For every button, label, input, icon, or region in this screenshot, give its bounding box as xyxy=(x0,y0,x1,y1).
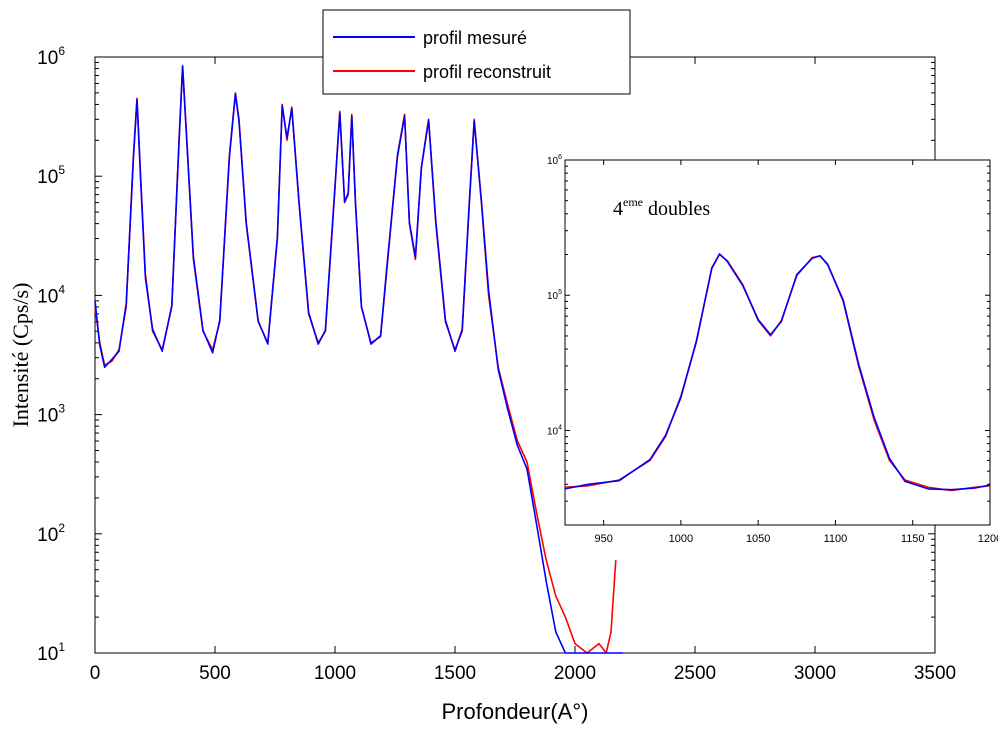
x-tick-label: 500 xyxy=(199,663,231,684)
inset-x-tick-label: 1100 xyxy=(824,533,848,545)
y-tick-label: 105 xyxy=(37,163,65,188)
y-tick-label: 103 xyxy=(37,402,65,427)
inset-y-tick-label: 104 xyxy=(547,424,562,437)
inset-ticks: 950 1000 1050 1100 1150 1200 104 105 106 xyxy=(547,154,998,545)
inset-y-tick-label: 105 xyxy=(547,289,562,302)
x-tick-label: 2000 xyxy=(554,663,596,684)
series-line xyxy=(94,65,623,654)
inset-annotation: 4eme doubles xyxy=(613,195,710,220)
inset-series-line xyxy=(564,253,991,491)
x-tick-label: 2500 xyxy=(674,663,716,684)
inset-annotation-rest: doubles xyxy=(643,198,710,220)
x-tick-label: 1500 xyxy=(434,663,476,684)
legend-box xyxy=(322,9,631,95)
inset-annotation-base: 4 xyxy=(613,198,623,220)
y-tick-label: 104 xyxy=(37,282,65,307)
inset-x-tick-label: 1000 xyxy=(669,533,693,545)
x-axis-label: Profondeur(A°) xyxy=(442,699,589,724)
inset-x-tick-label: 1200 xyxy=(978,533,998,545)
main-ticks: 0 500 1000 1500 2000 2500 3000 3500 101 102 103 104… xyxy=(37,44,956,684)
y-axis-label: Intensité (Cps/s) xyxy=(8,283,33,428)
y-tick-label: 106 xyxy=(37,44,65,69)
inset-x-tick-label: 1150 xyxy=(901,533,925,545)
x-tick-label: 3000 xyxy=(794,663,836,684)
inset-x-tick-label: 1050 xyxy=(746,533,770,545)
inset-annotation-sup: eme xyxy=(623,195,643,209)
inset-x-tick-label: 950 xyxy=(594,533,612,545)
x-tick-label: 3500 xyxy=(914,663,956,684)
legend-label-measured: profil mesuré xyxy=(423,28,527,48)
main-series xyxy=(94,64,623,654)
y-tick-label: 102 xyxy=(37,521,65,546)
legend: profil mesuré profil reconstruit xyxy=(322,9,631,95)
inset-chart: 950 1000 1050 1100 1150 1200 104 105 106 4eme do… xyxy=(547,154,998,545)
x-tick-label: 1000 xyxy=(314,663,356,684)
y-tick-label: 101 xyxy=(37,640,65,665)
inset-y-tick-label: 106 xyxy=(547,154,562,167)
inset-series xyxy=(564,253,991,492)
legend-label-reconstructed: profil reconstruit xyxy=(423,62,551,82)
inset-plot-frame xyxy=(564,159,991,526)
x-tick-label: 0 xyxy=(90,663,101,684)
